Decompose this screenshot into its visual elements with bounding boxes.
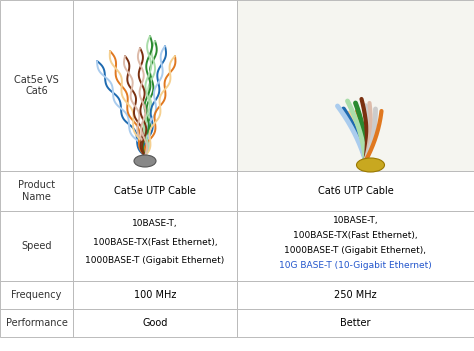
Text: Performance: Performance <box>6 318 67 328</box>
Text: 100BASE-TX(Fast Ethernet),: 100BASE-TX(Fast Ethernet), <box>93 238 217 247</box>
Bar <box>73 211 237 281</box>
Text: Better: Better <box>340 318 371 328</box>
Text: 1000BASE-T (Gigabit Ethernet): 1000BASE-T (Gigabit Ethernet) <box>85 256 225 265</box>
Text: Cat5e VS
Cat6: Cat5e VS Cat6 <box>14 75 59 96</box>
Bar <box>0 309 73 337</box>
Bar <box>237 211 474 281</box>
Bar <box>237 281 474 309</box>
Bar <box>0 211 73 281</box>
Bar <box>73 0 237 171</box>
Text: Cat5e UTP Cable: Cat5e UTP Cable <box>114 186 196 196</box>
Text: 10G BASE-T (10-Gigabit Ethernet): 10G BASE-T (10-Gigabit Ethernet) <box>279 261 432 270</box>
Text: 250 MHz: 250 MHz <box>334 290 377 300</box>
Text: 100 MHz: 100 MHz <box>134 290 176 300</box>
Bar <box>237 0 474 171</box>
Bar <box>73 171 237 211</box>
Bar <box>237 309 474 337</box>
Text: 10BASE-T,: 10BASE-T, <box>333 216 378 225</box>
Bar <box>237 171 474 211</box>
Text: 1000BASE-T (Gigabit Ethernet),: 1000BASE-T (Gigabit Ethernet), <box>284 246 427 255</box>
Text: Product
Name: Product Name <box>18 180 55 202</box>
Text: 100BASE-TX(Fast Ethernet),: 100BASE-TX(Fast Ethernet), <box>293 231 418 240</box>
Bar <box>73 0 237 171</box>
Bar <box>0 281 73 309</box>
Text: Cat6 UTP Cable: Cat6 UTP Cable <box>318 186 393 196</box>
Text: Speed: Speed <box>21 241 52 251</box>
Bar <box>237 0 474 171</box>
Text: Frequency: Frequency <box>11 290 62 300</box>
Bar <box>73 281 237 309</box>
Bar <box>0 171 73 211</box>
Ellipse shape <box>134 155 156 167</box>
Ellipse shape <box>356 158 384 172</box>
Bar <box>0 0 73 171</box>
Bar <box>73 309 237 337</box>
Text: Good: Good <box>142 318 168 328</box>
Text: 10BASE-T,: 10BASE-T, <box>132 219 178 229</box>
